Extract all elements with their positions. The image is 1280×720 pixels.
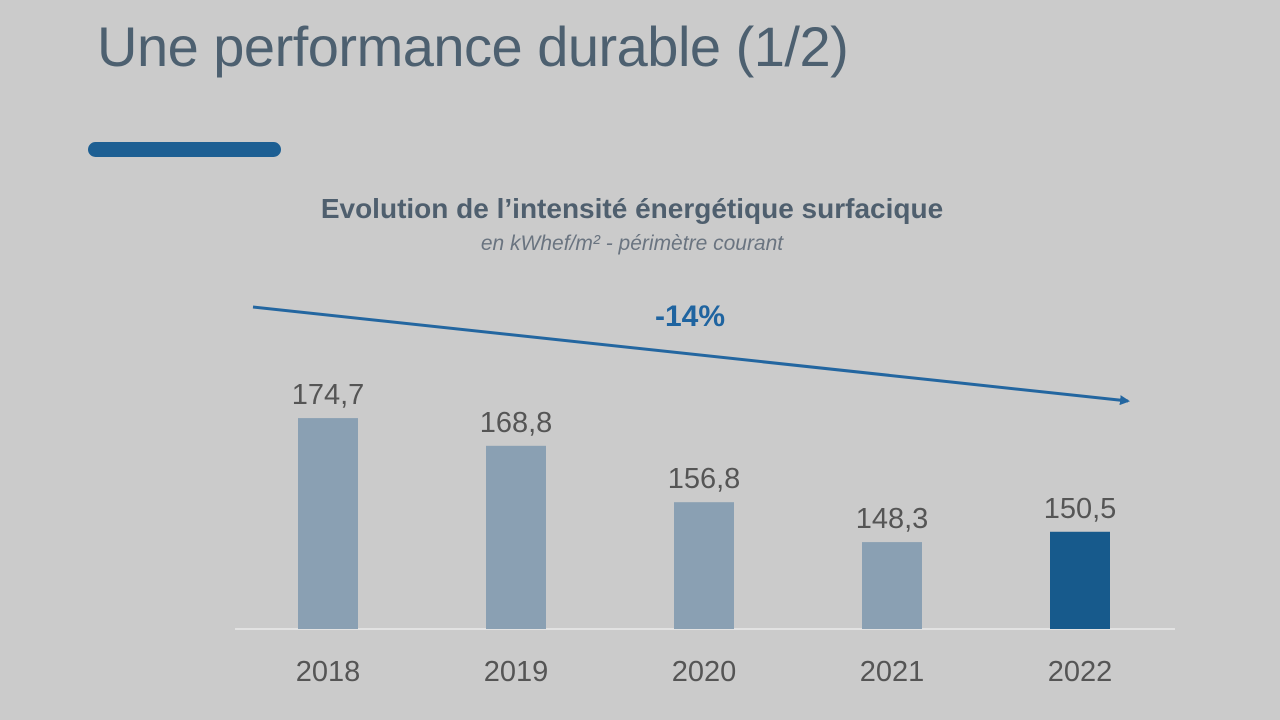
value-label: 168,8 (480, 407, 553, 439)
bar-2020 (674, 502, 734, 629)
chart-title: Evolution de l’intensité énergétique sur… (320, 193, 944, 224)
x-tick-label: 2020 (672, 656, 737, 688)
value-label: 156,8 (668, 463, 741, 495)
x-tick-label: 2019 (484, 656, 549, 688)
chart-subtitle: en kWhef/m² - périmètre courant (480, 232, 784, 255)
x-tick-label: 2018 (296, 656, 361, 688)
x-tick-label: 2021 (860, 656, 925, 688)
bar-2021 (862, 542, 922, 629)
bar-2019 (486, 445, 546, 629)
bar-2018 (298, 418, 358, 629)
trend-label: -14% (655, 300, 725, 333)
value-label: 174,7 (292, 379, 365, 411)
value-label: 150,5 (1044, 493, 1117, 525)
title-accent-bar (88, 142, 281, 157)
trend-arrow (252, 305, 1130, 406)
value-label: 148,3 (856, 503, 929, 535)
x-tick-label: 2022 (1048, 656, 1113, 688)
slide-title: Une performance durable (1/2) (97, 15, 849, 78)
bar-2022 (1050, 531, 1110, 629)
